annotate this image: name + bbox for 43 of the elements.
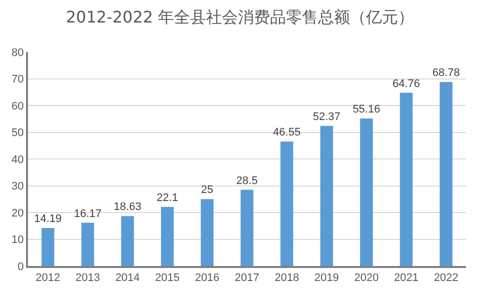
- data-label: 46.55: [273, 126, 301, 138]
- data-label: 22.1: [156, 192, 178, 204]
- bar: [240, 190, 254, 266]
- bar: [400, 92, 413, 266]
- data-label: 25: [201, 184, 214, 196]
- data-label: 16.17: [74, 208, 102, 220]
- bar: [160, 206, 174, 266]
- y-tick-label: 30: [12, 180, 24, 193]
- x-tick-label: 2017: [234, 272, 260, 284]
- x-tick-label: 2020: [354, 272, 379, 284]
- x-tick-label: 2015: [155, 272, 180, 284]
- x-tick-label: 2013: [75, 272, 100, 284]
- bar: [42, 228, 54, 266]
- data-label: 14.19: [34, 213, 62, 226]
- y-tick-label: 10: [12, 234, 24, 246]
- y-tick-label: 20: [12, 207, 24, 220]
- bar: [320, 126, 334, 266]
- bar: [121, 216, 134, 266]
- bar: [280, 141, 294, 266]
- y-tick-label: 50: [12, 127, 24, 140]
- x-tick-label: 2018: [274, 272, 300, 284]
- bar: [81, 222, 94, 266]
- x-tick-label: 2019: [314, 272, 339, 284]
- data-label: 55.16: [352, 103, 380, 116]
- y-tick-label: 70: [12, 74, 24, 86]
- data-label: 18.63: [114, 201, 142, 214]
- x-tick-label: 2016: [194, 272, 220, 284]
- chart-title: 2012-2022 年全县社会消费品零售总额（亿元）: [66, 8, 414, 27]
- x-tick-label: 2014: [115, 272, 140, 284]
- y-tick-label: 80: [12, 46, 24, 59]
- data-label: 68.78: [432, 67, 460, 80]
- bar: [200, 199, 214, 266]
- x-tick-label: 2012: [36, 272, 60, 284]
- y-tick-label: 60: [12, 100, 24, 112]
- data-label: 52.37: [312, 110, 340, 123]
- x-tick-label: 2022: [434, 272, 458, 284]
- data-label: 64.76: [392, 78, 420, 90]
- y-tick-label: 0: [18, 260, 24, 273]
- bar: [440, 82, 452, 266]
- data-label: 28.5: [236, 174, 258, 187]
- x-tick-label: 2021: [394, 272, 419, 284]
- bar: [360, 118, 373, 266]
- y-tick-label: 40: [12, 154, 24, 166]
